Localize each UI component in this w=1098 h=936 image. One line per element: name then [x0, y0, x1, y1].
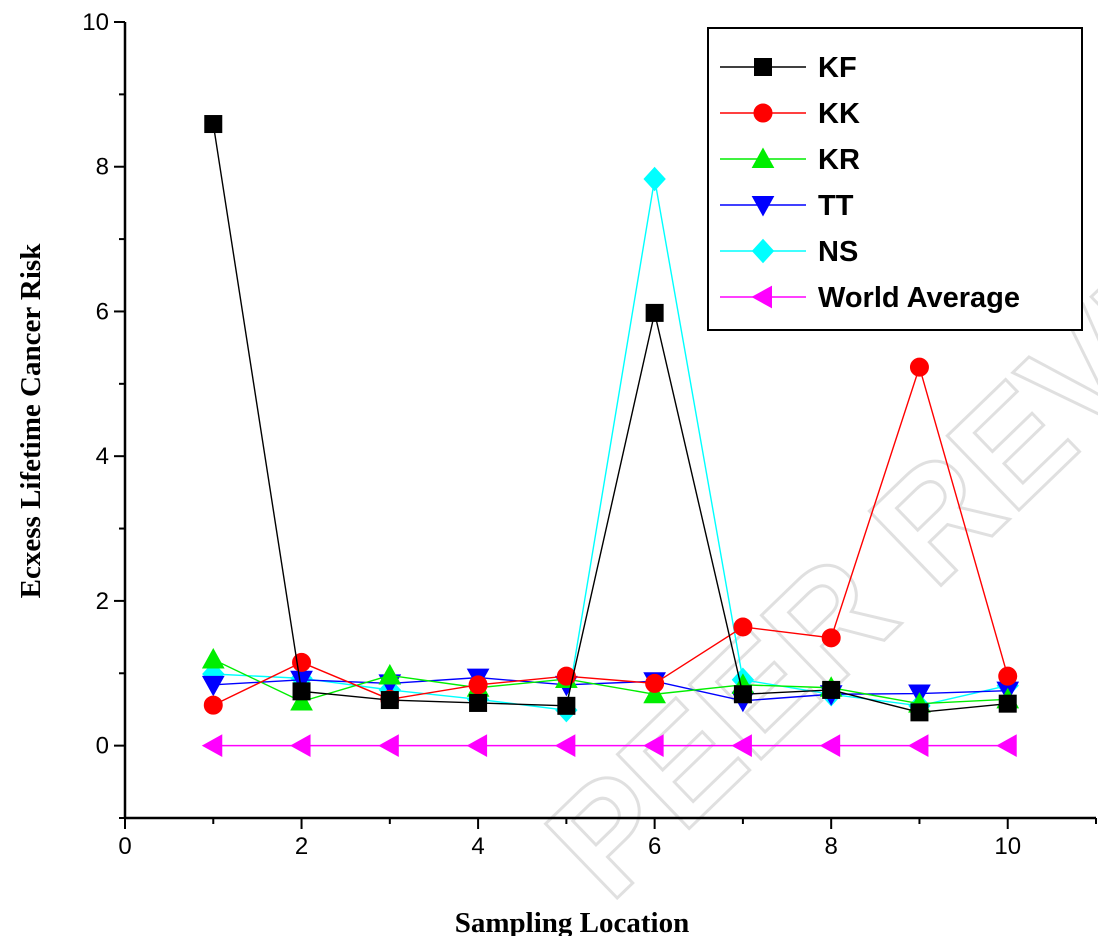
- series-line-tt: [213, 676, 1008, 702]
- x-tick-label: 10: [994, 833, 1021, 860]
- y-axis-title: Ecxess Lifetime Cancer Risk: [15, 243, 47, 599]
- y-tick-label: 2: [96, 588, 109, 615]
- data-point-kk: [821, 628, 841, 648]
- data-point-kk: [292, 652, 312, 672]
- series-kk: [203, 357, 1018, 715]
- data-point-world-average: [643, 734, 664, 757]
- data-point-kf: [822, 680, 841, 699]
- y-tick-label: 8: [96, 154, 109, 181]
- legend-label-kk: KK: [818, 98, 860, 130]
- data-point-kr: [643, 682, 666, 704]
- legend-label-kf: KF: [818, 52, 857, 84]
- data-point-kk: [203, 695, 223, 715]
- legend-label-ns: NS: [818, 236, 858, 268]
- data-point-kf: [204, 115, 223, 134]
- series-line-kf: [212, 123, 1008, 714]
- data-point-world-average: [819, 734, 841, 757]
- legend-marker-world-average: [751, 285, 772, 309]
- legend-item-kf: KF: [720, 52, 857, 84]
- legend-label-kr: KR: [818, 144, 860, 176]
- legend-marker-tt: [751, 196, 775, 217]
- data-point-kk: [998, 666, 1018, 686]
- legend-item-kk: KK: [720, 98, 860, 130]
- data-point-world-average: [907, 734, 929, 757]
- legend: KF KK KR TT NS World Average: [707, 27, 1083, 331]
- series-line-kr: [212, 658, 1008, 705]
- data-point-world-average: [731, 734, 752, 757]
- legend-box: [707, 27, 1083, 331]
- legend-item-world-average: World Average: [720, 282, 1020, 314]
- data-point-kf: [380, 691, 399, 710]
- legend-item-kr: KR: [720, 144, 860, 176]
- legend-marker-kr: [751, 147, 775, 168]
- data-point-tt: [201, 675, 225, 697]
- data-point-kf: [557, 696, 576, 715]
- data-point-world-average: [290, 734, 311, 757]
- y-tick-label: 6: [96, 298, 109, 325]
- series-kf: [204, 115, 1017, 722]
- data-point-ns: [643, 166, 666, 192]
- data-point-kr: [290, 689, 313, 711]
- data-point-kk: [556, 666, 576, 686]
- series-tt: [201, 668, 1020, 713]
- x-tick-label: 0: [118, 833, 131, 860]
- legend-label-tt: TT: [818, 190, 854, 222]
- data-point-kf: [292, 682, 311, 701]
- legend-item-tt: TT: [720, 190, 854, 222]
- legend-marker-kk: [753, 103, 773, 123]
- legend-marker-kf: [754, 58, 772, 76]
- y-tick-label: 4: [96, 443, 109, 470]
- y-tick-label: 10: [82, 9, 109, 36]
- legend-label-world-average: World Average: [818, 282, 1020, 314]
- data-point-world-average: [996, 734, 1017, 757]
- data-point-kk: [645, 673, 665, 693]
- x-tick-label: 8: [825, 833, 838, 860]
- legend-marker-ns: [751, 238, 775, 264]
- data-point-kk: [468, 675, 488, 695]
- data-point-kk: [733, 617, 753, 637]
- data-point-world-average: [201, 734, 223, 757]
- data-point-kf: [733, 685, 752, 704]
- data-point-kr: [201, 647, 225, 669]
- x-tick-label: 2: [295, 833, 308, 860]
- y-tick-label: 0: [96, 733, 109, 760]
- data-point-world-average: [554, 734, 576, 757]
- series-line-ns: [213, 178, 1008, 711]
- x-tick-label: 4: [471, 833, 484, 860]
- data-point-world-average: [378, 734, 399, 757]
- data-point-kf: [998, 694, 1017, 713]
- series-world-average: [201, 734, 1017, 757]
- data-point-kf: [645, 303, 664, 322]
- axes: 0 2 4 6 8 10 0 2 4 6 8 10: [82, 9, 1097, 860]
- data-point-kf: [910, 703, 929, 722]
- data-point-kk: [909, 357, 929, 377]
- x-tick-label: 6: [648, 833, 661, 860]
- series-layer: [201, 115, 1020, 757]
- data-point-kr: [378, 663, 402, 685]
- legend-item-ns: NS: [720, 236, 858, 268]
- data-point-world-average: [466, 734, 488, 757]
- x-axis-title: Sampling Location: [455, 907, 689, 936]
- data-point-kf: [469, 693, 488, 712]
- series-line-kk: [212, 364, 1009, 706]
